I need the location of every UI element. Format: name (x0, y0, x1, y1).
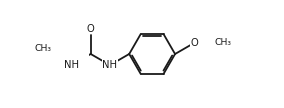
Text: O: O (87, 24, 95, 34)
Text: NH: NH (64, 60, 79, 70)
Text: O: O (191, 38, 198, 48)
Text: NH: NH (103, 60, 118, 70)
Text: CH₃: CH₃ (214, 38, 231, 47)
Text: CH₃: CH₃ (35, 44, 52, 53)
